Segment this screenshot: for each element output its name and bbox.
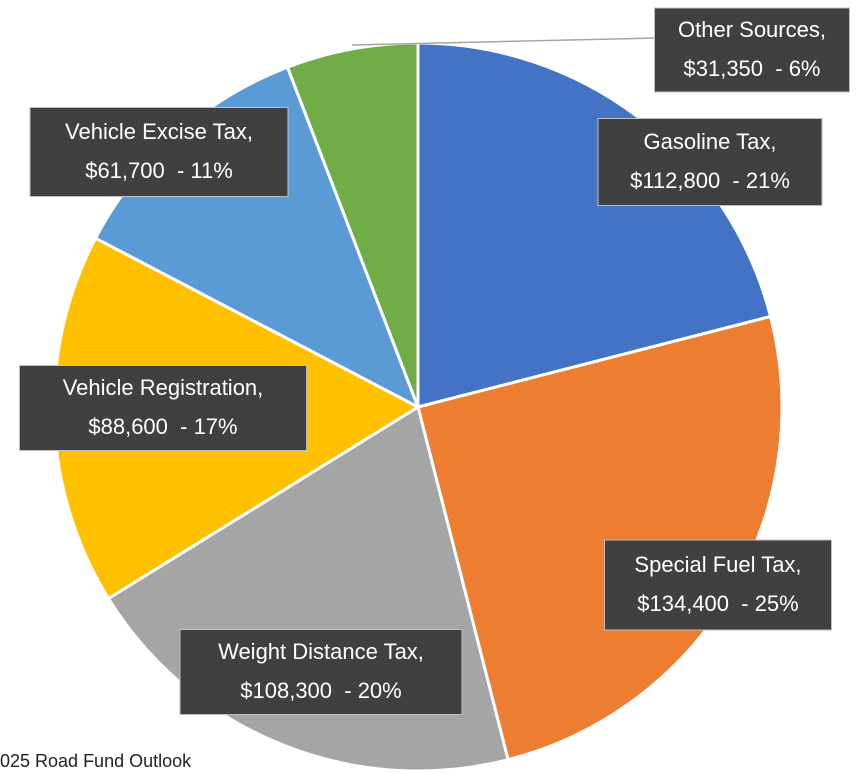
category-label: Vehicle Registration, <box>63 375 264 400</box>
value-label: $31,350 - 6% <box>684 56 821 81</box>
footnote: 025 Road Fund Outlook <box>0 751 192 771</box>
category-label: Special Fuel Tax, <box>634 552 801 577</box>
label-box <box>29 107 289 197</box>
data-labels: Gasoline Tax, $112,800 - 21% Special Fuel … <box>19 7 850 715</box>
leader-line <box>351 37 656 46</box>
label-box <box>19 365 307 451</box>
value-label: $134,400 - 25% <box>637 591 798 616</box>
value-label: $108,300 - 20% <box>240 678 401 703</box>
category-label: Vehicle Excise Tax, <box>65 119 253 144</box>
value-label: $61,700 - 11% <box>85 158 233 183</box>
label-box <box>179 629 463 715</box>
category-label: Other Sources, <box>678 17 826 42</box>
category-label: Gasoline Tax, <box>644 129 777 154</box>
label-box <box>654 7 850 93</box>
label-box <box>604 539 832 631</box>
value-label: $112,800 - 21% <box>630 168 790 193</box>
category-label: Weight Distance Tax, <box>218 639 424 664</box>
label-box <box>597 118 823 206</box>
value-label: $88,600 - 17% <box>88 414 237 439</box>
